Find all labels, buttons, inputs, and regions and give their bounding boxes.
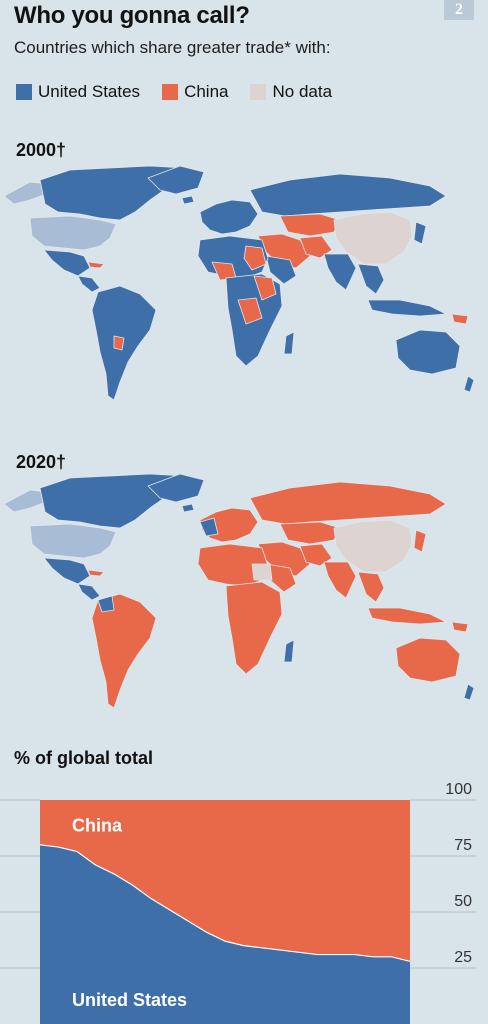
region-png bbox=[451, 313, 469, 325]
series-area-us bbox=[40, 844, 410, 1024]
area-chart: 100 75 50 25 China United States bbox=[0, 781, 476, 1024]
region-greenland bbox=[147, 165, 205, 195]
region-australia bbox=[395, 329, 461, 375]
region-central-america bbox=[77, 275, 101, 293]
region-arabia bbox=[265, 255, 297, 285]
region-australia bbox=[395, 637, 461, 683]
legend-item-china: China bbox=[162, 82, 228, 102]
region-south-america bbox=[91, 593, 157, 709]
y-tick-label-100: 100 bbox=[445, 781, 472, 798]
region-central-america bbox=[77, 583, 101, 601]
region-central-asia bbox=[279, 521, 341, 545]
region-caribbean bbox=[87, 261, 105, 269]
region-central-asia bbox=[279, 213, 341, 237]
series-label-us: United States bbox=[72, 990, 187, 1010]
legend-label-no-data: No data bbox=[272, 82, 333, 101]
region-japan bbox=[413, 221, 427, 245]
region-china bbox=[333, 519, 413, 573]
region-africa-sudan bbox=[243, 245, 267, 271]
region-greenland bbox=[147, 473, 205, 503]
series-boundary-line bbox=[39, 844, 411, 962]
y-tick-label-75: 75 bbox=[454, 837, 472, 854]
region-western-europe bbox=[199, 517, 219, 537]
region-india bbox=[323, 561, 357, 599]
region-new-zealand bbox=[463, 683, 475, 701]
page-title: Who you gonna call? bbox=[14, 2, 250, 29]
region-colombia bbox=[97, 595, 115, 613]
legend-swatch-no-data bbox=[250, 84, 267, 100]
map-year-label-2000: 2000† bbox=[16, 140, 67, 160]
region-mexico bbox=[43, 557, 91, 585]
legend-label-china: China bbox=[184, 82, 229, 101]
map-year-label-2020: 2020† bbox=[16, 452, 67, 472]
series-area-china bbox=[40, 800, 410, 962]
page-subtitle: Countries which share greater trade* wit… bbox=[14, 38, 331, 57]
region-europe bbox=[199, 199, 259, 235]
region-se-asia bbox=[357, 263, 385, 295]
region-south-america bbox=[91, 285, 157, 401]
region-china bbox=[333, 211, 413, 265]
region-madagascar bbox=[283, 331, 295, 355]
region-iceland bbox=[181, 195, 195, 205]
series-label-china: China bbox=[72, 815, 123, 835]
region-iceland bbox=[181, 503, 195, 513]
region-caribbean bbox=[87, 569, 105, 577]
legend-label-us: United States bbox=[38, 82, 141, 101]
region-africa-libya bbox=[251, 563, 273, 581]
region-russia bbox=[249, 173, 447, 217]
world-map-2000 bbox=[3, 165, 475, 401]
region-mexico bbox=[43, 249, 91, 277]
region-africa-central bbox=[225, 581, 283, 675]
region-png bbox=[451, 621, 469, 633]
region-japan bbox=[413, 529, 427, 553]
region-se-asia bbox=[357, 571, 385, 603]
chart-number-badge: 2 bbox=[444, 0, 474, 20]
y-tick-label-25: 25 bbox=[454, 949, 472, 966]
chart-title: % of global total bbox=[14, 748, 153, 768]
region-africa-east bbox=[253, 275, 277, 301]
region-new-zealand bbox=[463, 375, 475, 393]
legend: United States China No data bbox=[16, 82, 354, 102]
region-africa-congo bbox=[237, 297, 263, 325]
region-middle-east bbox=[257, 541, 311, 577]
world-map-2020 bbox=[3, 473, 475, 709]
region-middle-east bbox=[257, 233, 311, 269]
legend-item-no-data: No data bbox=[250, 82, 332, 102]
legend-swatch-china bbox=[162, 84, 179, 100]
legend-swatch-us bbox=[16, 84, 32, 100]
region-bolivia bbox=[113, 335, 125, 351]
y-tick-label-50: 50 bbox=[454, 893, 472, 910]
region-indonesia bbox=[367, 607, 447, 625]
region-usa bbox=[29, 215, 117, 251]
legend-item-us: United States bbox=[16, 82, 140, 102]
region-indonesia bbox=[367, 299, 447, 317]
region-india bbox=[323, 253, 357, 291]
region-russia bbox=[249, 481, 447, 525]
region-usa bbox=[29, 523, 117, 559]
region-madagascar bbox=[283, 639, 295, 663]
